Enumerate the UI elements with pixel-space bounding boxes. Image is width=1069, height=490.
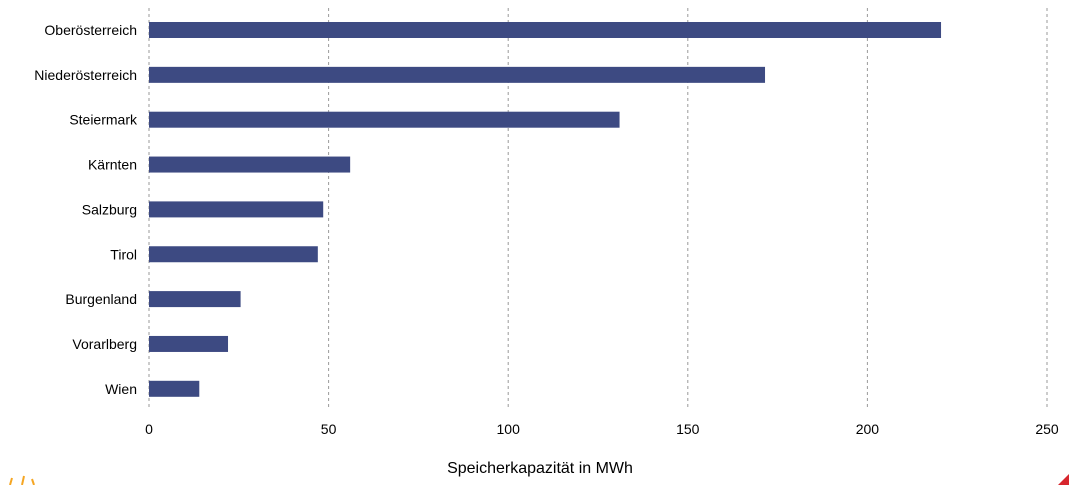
bar-2 <box>149 111 620 128</box>
bar-1 <box>149 66 766 83</box>
category-label: Wien <box>105 381 137 397</box>
sun-ray-0 <box>9 477 13 486</box>
category-label: Kärnten <box>88 157 137 173</box>
bar-4 <box>149 201 324 218</box>
category-label: Tirol <box>110 246 137 262</box>
category-label: Niederösterreich <box>34 67 137 83</box>
category-label: Oberösterreich <box>44 22 137 38</box>
bar-3 <box>149 156 351 173</box>
category-label: Steiermark <box>69 112 138 128</box>
bar-8 <box>149 380 200 397</box>
category-label: Burgenland <box>65 291 137 307</box>
x-axis-title: Speicherkapazität in MWh <box>447 460 633 477</box>
bar-0 <box>149 22 942 38</box>
category-label: Vorarlberg <box>72 336 137 352</box>
sun-ray-2 <box>31 478 35 486</box>
sun-logo-icon <box>9 475 35 486</box>
corner-triangle <box>1058 474 1069 485</box>
category-labels: Oberösterreich Niederösterreich Steiermark… <box>34 22 138 397</box>
x-tick-label: 0 <box>145 421 153 437</box>
bar-7 <box>149 335 229 352</box>
bars <box>149 22 942 397</box>
bar-6 <box>149 291 241 308</box>
bar-5 <box>149 246 318 263</box>
x-tick-label: 100 <box>497 421 521 437</box>
x-tick-label: 200 <box>856 421 880 437</box>
sun-ray-1 <box>21 475 25 486</box>
tick-labels: 0 50 100 150 200 250 <box>145 421 1059 437</box>
x-tick-label: 250 <box>1035 421 1059 437</box>
corner-mark-icon <box>1058 474 1069 485</box>
x-tick-label: 150 <box>676 421 700 437</box>
category-label: Salzburg <box>82 201 137 217</box>
x-tick-label: 50 <box>321 421 337 437</box>
